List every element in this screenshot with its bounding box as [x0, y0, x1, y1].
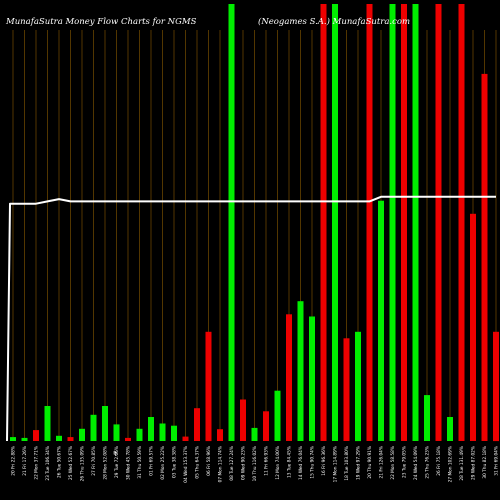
bar	[90, 414, 97, 441]
x-tick-label: 06 Fri 58.96%	[206, 446, 212, 476]
bar	[343, 338, 350, 441]
currency-mark: ₹	[113, 451, 117, 458]
x-tick-label: 12 Mon 74.00%	[275, 446, 281, 480]
bar	[274, 390, 281, 441]
bar	[44, 406, 51, 441]
chart-title-left: MunafaSutra Money Flow Charts for NGMS	[5, 17, 197, 27]
money-flow-line	[6, 195, 496, 442]
x-tick-label: 29 Tue 72.66%	[114, 446, 120, 478]
x-tick-label: 31 Fri 69.04%	[494, 446, 500, 476]
bar	[10, 437, 16, 441]
bar	[171, 425, 177, 441]
bar	[435, 4, 442, 441]
bar	[33, 430, 39, 441]
x-tick-label: 18 Tue 103.80%	[344, 446, 350, 481]
x-tick-label: 08 Tue 127.24%	[229, 446, 235, 481]
x-tick-label: 17 Mon 114.89%	[333, 446, 339, 482]
x-tick-label: 07 Mon 114.74%	[218, 446, 224, 482]
x-tick-label: 22 Mon 58.58%	[390, 446, 396, 480]
bar	[67, 437, 74, 441]
x-tick-label: 23 Tue 106.34%	[45, 446, 51, 481]
bar	[470, 213, 476, 441]
bar	[182, 436, 189, 441]
bar	[378, 200, 384, 441]
x-tick-label: 27 Fri 70.85%	[91, 446, 97, 476]
x-tick-label: 01 Fri 69.57%	[149, 446, 155, 476]
x-tick-label: 16 Fri 96.36%	[321, 446, 327, 476]
bar	[355, 331, 361, 442]
x-tick-label: 21 Fri 126.04%	[379, 446, 385, 478]
bar	[194, 408, 200, 441]
bar	[481, 73, 488, 442]
bar	[205, 331, 212, 442]
x-tick-label: 21 Fri 17.26%	[22, 446, 28, 476]
x-tick-labels: 20 Fri 22.88% 21 Fri 17.26% 22 Mon 37.71% 2…	[11, 446, 500, 483]
bar	[412, 4, 419, 441]
bar	[136, 428, 143, 441]
bar	[79, 428, 85, 441]
x-tick-label: 15 Thu 90.74%	[310, 446, 316, 479]
x-tick-label: 26 Fri 75.18%	[436, 446, 442, 476]
x-tick-label: 31 Thu 50.59%	[137, 446, 143, 479]
bar	[286, 314, 292, 441]
x-tick-label: 30 Thu 82.18%	[482, 446, 488, 479]
bar	[389, 4, 396, 441]
bar	[493, 331, 499, 442]
bar	[320, 4, 327, 441]
bar	[102, 406, 108, 441]
x-tick-label: 19 Wed 97.29%	[356, 446, 362, 480]
x-tick-label: 28 Tue 131.49%	[459, 446, 465, 481]
bar	[458, 4, 465, 441]
x-tick-label: 20 Thu 90.91%	[367, 446, 373, 479]
bar	[125, 437, 131, 441]
x-tick-label: 02 Mon 25.22%	[160, 446, 166, 480]
bar	[401, 4, 407, 441]
bar	[297, 301, 304, 441]
x-tick-label: 30 Wed 45.78%	[126, 446, 132, 480]
x-tick-label: 26 Tue 50.67%	[57, 446, 63, 478]
chart-title-right: (Neogames S.A.) MunafaSutra.com	[258, 16, 410, 27]
x-tick-label: 10 Thu 116.02%	[252, 446, 258, 481]
bar	[228, 4, 235, 441]
x-tick-label: 25 Wed 52.67%	[68, 446, 74, 480]
x-tick-label: 09 Wed 90.23%	[241, 446, 247, 480]
x-tick-label: 14 Wed 76.04%	[298, 446, 304, 480]
x-tick-label: 13 Tue 84.45%	[287, 446, 293, 478]
bar	[159, 423, 166, 441]
x-tick-label: 03 Tue 38.38%	[172, 446, 178, 478]
bar	[21, 437, 28, 441]
x-tick-label: 27 Mon 102.69%	[448, 446, 454, 482]
x-tick-label: 25 Thu 76.23%	[425, 446, 431, 479]
bar	[366, 4, 373, 441]
bar	[263, 411, 269, 441]
bar	[447, 417, 453, 441]
bar	[309, 316, 315, 441]
bar	[217, 429, 223, 441]
bar	[424, 395, 430, 441]
bar	[148, 417, 154, 441]
bar	[113, 424, 120, 441]
x-tick-label: 29 Wed 87.02%	[471, 446, 477, 480]
x-tick-label: 22 Mon 37.71%	[34, 446, 40, 480]
bar	[251, 427, 258, 441]
x-tick-label: 26 Thu 135.09%	[80, 446, 86, 481]
x-tick-label: 20 Fri 22.88%	[11, 446, 17, 476]
x-tick-label: 11 Fri 66.93%	[264, 446, 270, 476]
bar	[332, 4, 338, 441]
x-tick-label: 24 Wed 54.09%	[413, 446, 419, 480]
x-tick-label: 05 Thu 64.37%	[195, 446, 201, 479]
x-tick-label: 04 Wed 153.37%	[183, 446, 189, 483]
x-tick-label: 28 Mon 52.08%	[103, 446, 109, 480]
bar	[240, 399, 246, 441]
bars	[10, 4, 499, 442]
bar	[56, 435, 62, 441]
money-flow-line-layer	[6, 195, 496, 442]
x-tick-label: 23 Tue 79.05%	[402, 446, 408, 478]
